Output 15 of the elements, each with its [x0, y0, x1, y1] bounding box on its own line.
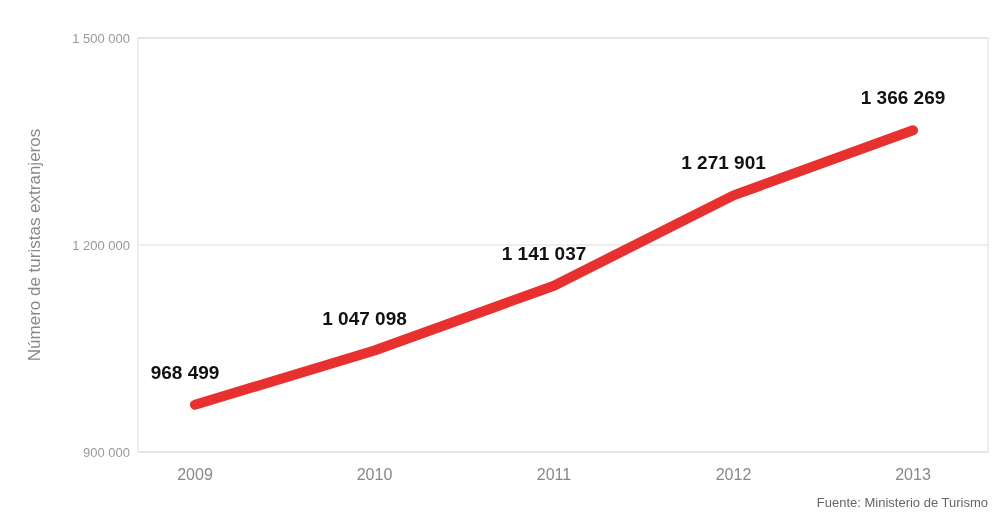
y-tick-label: 900 000 — [83, 444, 130, 460]
x-tick-label: 2011 — [536, 466, 572, 483]
y-axis-title: Número de turistas extranjeros — [25, 128, 44, 362]
x-tick-label: 2012 — [715, 466, 752, 483]
data-label: 968 499 — [150, 361, 220, 383]
y-tick-label: 1 200 000 — [72, 237, 130, 253]
data-label: 1 141 037 — [501, 242, 587, 264]
source-note: Fuente: Ministerio de Turismo — [816, 495, 988, 510]
x-tick-label: 2010 — [356, 466, 393, 483]
data-label: 1 366 269 — [860, 87, 946, 109]
x-tick-label: 2009 — [177, 466, 213, 483]
data-label: 1 271 901 — [681, 152, 767, 174]
data-label: 1 047 098 — [322, 307, 407, 329]
y-tick-label: 1 500 000 — [72, 30, 130, 46]
x-tick-label: 2013 — [895, 466, 931, 483]
